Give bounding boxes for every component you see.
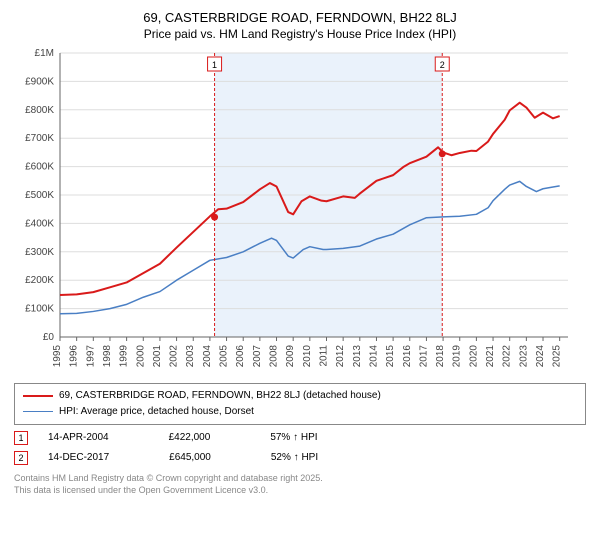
line-chart-svg: £0 £100K £200K £300K £400K £500K £600K £700K £80…: [14, 47, 574, 377]
svg-text:2000: 2000: [135, 344, 146, 367]
svg-text:2008: 2008: [269, 344, 280, 367]
svg-text:£200K: £200K: [25, 275, 54, 286]
attribution-line1: Contains HM Land Registry data © Crown c…: [14, 473, 586, 485]
svg-text:2011: 2011: [318, 344, 329, 366]
svg-text:2017: 2017: [418, 344, 429, 367]
marker-pct: 57% ↑ HPI: [270, 432, 317, 443]
marker-date: 14-DEC-2017: [48, 452, 109, 463]
svg-text:£700K: £700K: [25, 133, 54, 144]
svg-text:2004: 2004: [202, 344, 213, 367]
marker-details: 1 14-APR-2004 £422,000 57% ↑ HPI 2 14-DEC-201…: [14, 431, 586, 465]
chart-area: £0 £100K £200K £300K £400K £500K £600K £700K £80…: [14, 47, 586, 377]
svg-text:2020: 2020: [468, 344, 479, 367]
attribution-line2: This data is licensed under the Open Gov…: [14, 485, 586, 497]
svg-text:1996: 1996: [69, 344, 80, 367]
svg-text:2010: 2010: [302, 344, 313, 367]
svg-text:2014: 2014: [368, 344, 379, 367]
legend-row: 69, CASTERBRIDGE ROAD, FERNDOWN, BH22 8L…: [23, 388, 577, 404]
svg-text:£400K: £400K: [25, 218, 54, 229]
svg-text:2025: 2025: [552, 344, 563, 367]
chart-title-line1: 69, CASTERBRIDGE ROAD, FERNDOWN, BH22 8L…: [14, 10, 586, 27]
chart-title-line2: Price paid vs. HM Land Registry's House …: [14, 27, 586, 41]
svg-text:1995: 1995: [52, 344, 63, 367]
svg-text:1997: 1997: [85, 344, 96, 367]
svg-text:£300K: £300K: [25, 247, 54, 258]
svg-text:£100K: £100K: [25, 303, 54, 314]
legend-label: 69, CASTERBRIDGE ROAD, FERNDOWN, BH22 8L…: [59, 388, 381, 404]
svg-text:2002: 2002: [169, 344, 180, 367]
svg-text:1998: 1998: [102, 344, 113, 367]
svg-text:2021: 2021: [485, 344, 496, 367]
svg-text:1: 1: [212, 60, 217, 70]
svg-text:2013: 2013: [352, 344, 363, 367]
svg-text:2015: 2015: [385, 344, 396, 367]
svg-text:2024: 2024: [535, 344, 546, 367]
legend-label: HPI: Average price, detached house, Dors…: [59, 404, 254, 420]
svg-text:£800K: £800K: [25, 105, 54, 116]
svg-text:2001: 2001: [152, 344, 163, 367]
legend-swatch: [23, 395, 53, 397]
svg-text:£1M: £1M: [35, 48, 54, 59]
svg-text:2007: 2007: [252, 344, 263, 367]
svg-text:2016: 2016: [402, 344, 413, 367]
marker-detail-row: 2 14-DEC-2017 £645,000 52% ↑ HPI: [14, 451, 586, 465]
marker-pct: 52% ↑ HPI: [271, 452, 318, 463]
svg-text:£0: £0: [43, 332, 55, 343]
marker-detail-row: 1 14-APR-2004 £422,000 57% ↑ HPI: [14, 431, 586, 445]
svg-text:2009: 2009: [285, 344, 296, 367]
legend-box: 69, CASTERBRIDGE ROAD, FERNDOWN, BH22 8L…: [14, 383, 586, 425]
marker-price: £645,000: [169, 452, 211, 463]
legend-row: HPI: Average price, detached house, Dors…: [23, 404, 577, 420]
marker-price: £422,000: [169, 432, 211, 443]
svg-text:2012: 2012: [335, 344, 346, 367]
marker-number-box: 2: [14, 451, 28, 465]
marker-columns: 14-DEC-2017 £645,000 52% ↑ HPI: [48, 452, 318, 463]
svg-text:2: 2: [440, 60, 445, 70]
marker-date: 14-APR-2004: [48, 432, 109, 443]
svg-text:£600K: £600K: [25, 161, 54, 172]
svg-text:2018: 2018: [435, 344, 446, 367]
svg-text:2023: 2023: [518, 344, 529, 367]
legend-swatch: [23, 411, 53, 412]
svg-text:2019: 2019: [452, 344, 463, 367]
svg-text:2005: 2005: [219, 344, 230, 367]
svg-text:2003: 2003: [185, 344, 196, 367]
attribution: Contains HM Land Registry data © Crown c…: [14, 473, 586, 496]
svg-text:1999: 1999: [119, 344, 130, 367]
svg-text:£500K: £500K: [25, 190, 54, 201]
marker-columns: 14-APR-2004 £422,000 57% ↑ HPI: [48, 432, 318, 443]
marker-number-box: 1: [14, 431, 28, 445]
svg-text:£900K: £900K: [25, 76, 54, 87]
svg-text:2006: 2006: [235, 344, 246, 367]
svg-text:2022: 2022: [502, 344, 513, 367]
